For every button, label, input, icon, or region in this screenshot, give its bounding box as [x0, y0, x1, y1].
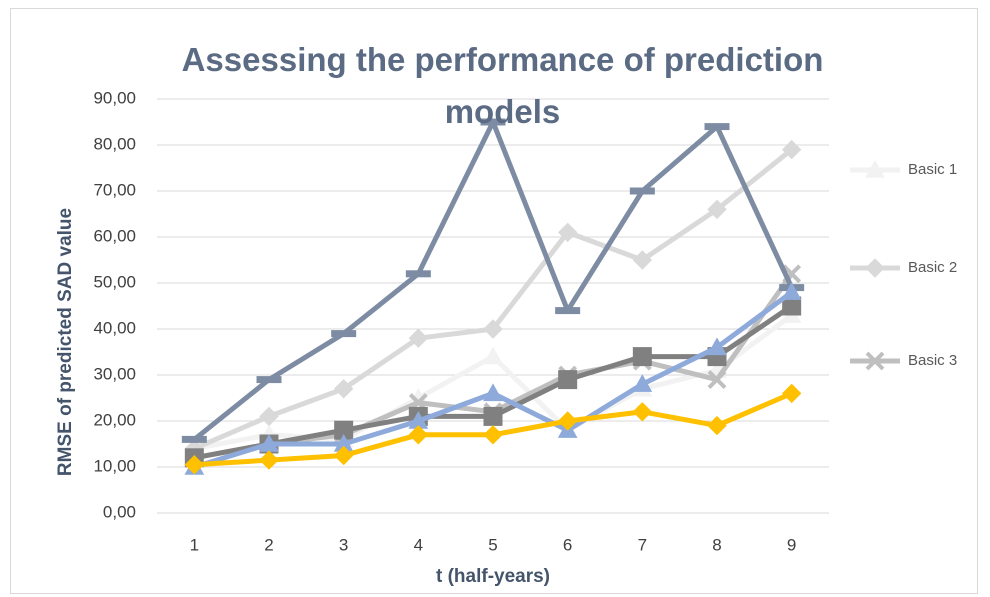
- y-tick-label: 80,00: [93, 134, 136, 153]
- x-tick-label: 7: [638, 535, 647, 554]
- x-tick-label: 9: [787, 535, 796, 554]
- y-tick-label: 20,00: [93, 410, 136, 429]
- marker: [184, 454, 205, 475]
- x-tick-label: 3: [339, 535, 348, 554]
- marker: [259, 450, 279, 470]
- marker: [865, 351, 885, 371]
- chart-title: Assessing the performance of prediction …: [181, 41, 824, 130]
- legend-label: Basic 3: [908, 352, 957, 369]
- y-tick-label: 40,00: [93, 318, 136, 337]
- marker: [408, 328, 429, 348]
- marker: [632, 250, 653, 270]
- marker: [333, 379, 354, 399]
- y-tick-label: 70,00: [93, 180, 136, 199]
- x-tick-label: 2: [264, 535, 273, 554]
- marker: [632, 402, 653, 422]
- series: [184, 383, 802, 475]
- marker: [480, 118, 506, 126]
- marker: [256, 376, 282, 384]
- y-axis-title: RMSE of predicted SAD value: [55, 208, 76, 476]
- marker: [558, 370, 578, 390]
- marker: [557, 411, 578, 431]
- x-tick-label: 5: [488, 535, 497, 554]
- marker: [483, 383, 503, 402]
- marker: [865, 159, 885, 178]
- marker: [632, 347, 652, 367]
- marker: [483, 346, 503, 365]
- marker: [629, 187, 655, 195]
- chart-frame: [10, 8, 978, 594]
- y-tick-label: 90,00: [93, 88, 136, 107]
- marker: [865, 258, 885, 278]
- x-tick-label: 4: [414, 535, 423, 554]
- marker: [781, 383, 802, 404]
- x-tick-label: 6: [563, 535, 572, 554]
- marker: [331, 330, 357, 338]
- y-tick-label: 0,00: [103, 502, 136, 521]
- marker: [333, 445, 354, 466]
- series: [184, 139, 802, 459]
- marker: [707, 337, 727, 356]
- marker: [704, 123, 730, 131]
- x-tick-label: 8: [712, 535, 721, 554]
- legend-label: Basic 1: [908, 161, 957, 178]
- marker: [408, 425, 429, 445]
- y-tick-label: 50,00: [93, 272, 136, 291]
- marker: [557, 222, 578, 243]
- marker: [781, 282, 802, 300]
- marker: [707, 415, 727, 436]
- marker: [707, 370, 727, 390]
- y-tick-label: 30,00: [93, 364, 136, 383]
- x-tick-label: 1: [190, 535, 199, 554]
- marker: [259, 406, 279, 427]
- marker: [181, 435, 207, 443]
- marker: [483, 319, 503, 339]
- marker: [707, 199, 727, 220]
- y-tick-label: 10,00: [93, 456, 136, 475]
- marker: [483, 406, 503, 426]
- marker: [781, 139, 802, 160]
- marker: [632, 374, 653, 392]
- legend-label: Basic 2: [908, 259, 957, 276]
- y-tick-label: 60,00: [93, 226, 136, 245]
- marker: [405, 270, 431, 278]
- marker: [483, 425, 503, 445]
- x-axis-title: t (half-years): [436, 566, 550, 587]
- series-line: [193, 147, 794, 451]
- marker: [555, 307, 581, 315]
